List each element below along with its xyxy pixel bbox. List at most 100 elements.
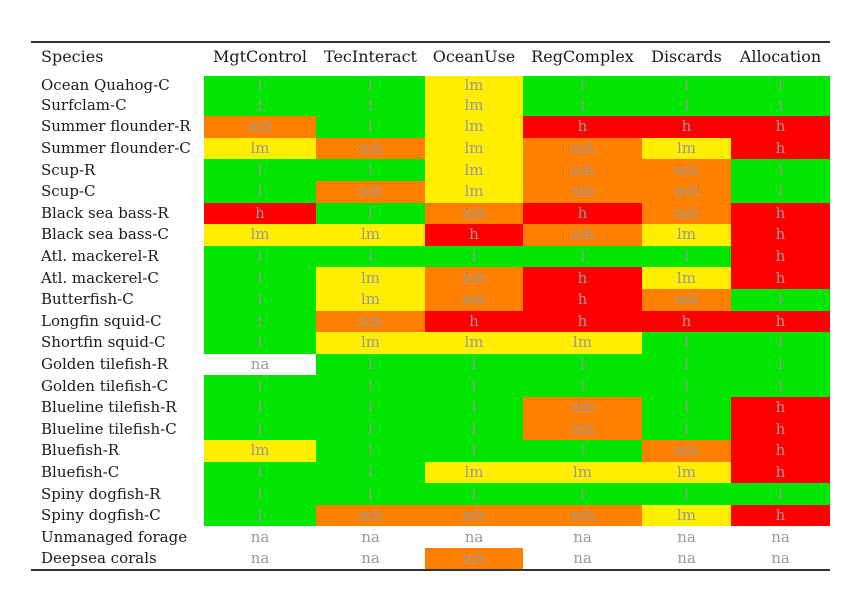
risk-cell: na xyxy=(731,548,830,571)
risk-cell: l xyxy=(204,245,316,268)
species-label: Atl. mackerel-C xyxy=(41,268,159,287)
risk-cell: l xyxy=(425,353,523,376)
table-row: Unmanaged forage na na na na na na xyxy=(31,526,830,549)
risk-cell: lm xyxy=(642,267,731,289)
table-row: Shortfin squid-C l lm lm lm l l xyxy=(31,332,830,354)
risk-cell: mh xyxy=(523,137,642,160)
risk-cell: mh xyxy=(523,224,642,246)
risk-cell: mh xyxy=(642,288,731,311)
risk-cell: lm xyxy=(204,137,316,160)
risk-cell: l xyxy=(204,159,316,181)
table-row: Butterfish-C l lm mh h mh l xyxy=(31,288,830,311)
risk-cell: l xyxy=(642,375,731,397)
risk-cell: h xyxy=(523,288,642,311)
risk-cell: na xyxy=(316,526,425,549)
risk-cell: mh xyxy=(642,202,731,225)
risk-cell: l xyxy=(642,94,731,117)
risk-cell: l xyxy=(425,396,523,419)
risk-cell: na xyxy=(204,353,316,376)
risk-cell: l xyxy=(204,332,316,354)
risk-cell: h xyxy=(731,202,830,225)
risk-cell: mh xyxy=(316,180,425,203)
table-row: Golden tilefish-R na l l l l l xyxy=(31,353,830,376)
table-row: Atl. mackerel-C l lm mh h lm h xyxy=(31,267,830,289)
risk-cell: l xyxy=(204,180,316,203)
risk-cell: lm xyxy=(642,224,731,246)
risk-cell: l xyxy=(642,245,731,268)
table-row: Summer flounder-R mh l lm h h h xyxy=(31,116,830,138)
risk-cell: l xyxy=(316,461,425,484)
risk-cell: l xyxy=(204,288,316,311)
risk-cell: l xyxy=(731,70,830,95)
risk-cell: h xyxy=(731,224,830,246)
table-row: Atl. mackerel-R l l l l l h xyxy=(31,245,830,268)
risk-cell: l xyxy=(204,375,316,397)
risk-cell: l xyxy=(316,94,425,117)
table-row: Surfclam-C l l lm l l l xyxy=(31,94,830,117)
species-label: Deepsea corals xyxy=(31,548,204,571)
risk-cell: l xyxy=(731,483,830,505)
risk-cell: l xyxy=(523,245,642,268)
table-row: Blueline tilefish-R l l l mh l h xyxy=(31,396,830,419)
risk-cell: lm xyxy=(316,332,425,354)
risk-cell: mh xyxy=(425,504,523,527)
risk-cell: h xyxy=(523,202,642,225)
risk-cell: l xyxy=(204,70,316,95)
column-header-oceanuse: OceanUse xyxy=(425,41,523,74)
column-header-tecinteract: TecInteract xyxy=(316,41,425,74)
risk-cell: h xyxy=(642,310,731,333)
risk-cell: l xyxy=(425,245,523,268)
header-row: Species MgtControl TecInteract OceanUse … xyxy=(31,41,830,74)
risk-cell: l xyxy=(316,418,425,441)
risk-cell: l xyxy=(642,396,731,419)
risk-cell: l xyxy=(731,94,830,117)
column-header-mgtcontrol: MgtControl xyxy=(204,41,316,74)
risk-cell: na xyxy=(642,526,731,549)
risk-cell: h xyxy=(642,116,731,138)
species-label: Scup-R xyxy=(41,160,96,179)
risk-cell: l xyxy=(316,245,425,268)
risk-cell: lm xyxy=(523,332,642,354)
table-row: Bluefish-C l l lm lm lm h xyxy=(31,461,830,484)
risk-cell: l xyxy=(642,418,731,441)
risk-cell: mh xyxy=(642,440,731,462)
risk-cell: lm xyxy=(642,461,731,484)
risk-cell: mh xyxy=(642,159,731,181)
species-label: Atl. mackerel-R xyxy=(41,247,159,266)
risk-cell: h xyxy=(731,504,830,527)
risk-cell: lm xyxy=(642,504,731,527)
risk-cell: l xyxy=(731,353,830,376)
species-label: Golden tilefish-R xyxy=(41,355,168,374)
risk-cell: mh xyxy=(523,418,642,441)
risk-cell: lm xyxy=(642,137,731,160)
table-row: Golden tilefish-C l l l l l l xyxy=(31,375,830,397)
risk-cell: h xyxy=(425,224,523,246)
species-label: Blueline tilefish-R xyxy=(41,398,177,417)
risk-cell: h xyxy=(731,116,830,138)
risk-cell: mh xyxy=(425,267,523,289)
risk-cell: l xyxy=(204,483,316,505)
species-label: Surfclam-C xyxy=(41,95,127,114)
risk-cell: l xyxy=(731,332,830,354)
risk-cell: na xyxy=(731,526,830,549)
risk-cell: l xyxy=(642,483,731,505)
risk-cell: l xyxy=(523,353,642,376)
table-row: Spiny dogfish-R l l l l l l xyxy=(31,483,830,505)
risk-cell: l xyxy=(204,396,316,419)
risk-cell: mh xyxy=(316,310,425,333)
risk-table-container: Species MgtControl TecInteract OceanUse … xyxy=(31,41,830,571)
species-label: Butterfish-C xyxy=(41,290,134,309)
risk-cell: na xyxy=(425,526,523,549)
risk-cell: h xyxy=(204,202,316,225)
risk-cell: lm xyxy=(425,70,523,95)
risk-cell: lm xyxy=(425,332,523,354)
risk-cell: l xyxy=(316,440,425,462)
risk-cell: lm xyxy=(523,461,642,484)
risk-cell: l xyxy=(642,70,731,95)
table-row: Scup-R l l lm mh mh l xyxy=(31,159,830,181)
table-row: Black sea bass-R h l mh h mh h xyxy=(31,202,830,225)
risk-cell: lm xyxy=(425,461,523,484)
risk-cell: l xyxy=(316,116,425,138)
table-row: Blueline tilefish-C l l l mh l h xyxy=(31,418,830,441)
species-label: Spiny dogfish-R xyxy=(41,484,161,503)
